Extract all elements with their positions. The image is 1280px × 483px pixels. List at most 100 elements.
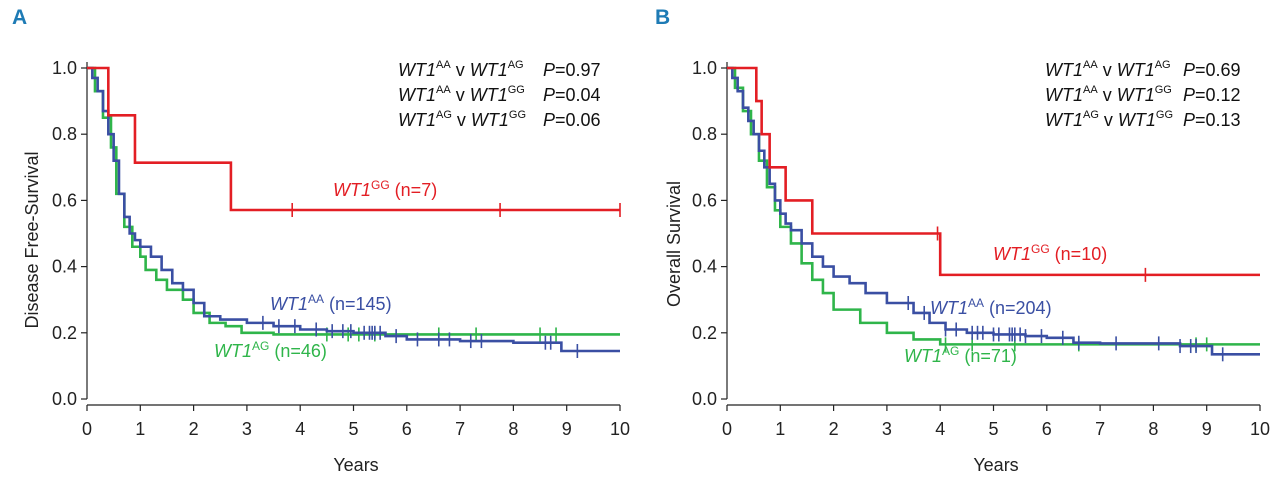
stat-part: WT1 — [398, 85, 436, 105]
stat-part: GG — [1156, 109, 1173, 121]
stat-pvalue: P=0.06 — [543, 110, 601, 130]
series-aa-line — [727, 66, 1260, 356]
stat-part: v — [1099, 110, 1118, 130]
stat-pvalue: P=0.13 — [1183, 110, 1241, 130]
curve-label-name: WT1 — [930, 298, 968, 318]
stat-p-value: =0.06 — [555, 110, 601, 130]
panel-a-axes: 0 1 2 3 4 5 6 7 8 9 10 0.0 0.2 0.4 0.6 0.8 1.0 — [52, 58, 630, 439]
stat-part: WT1 — [1045, 60, 1083, 80]
y-tick-label: 0.6 — [52, 190, 77, 210]
curve-label-name: WT1 — [270, 294, 308, 314]
curve-label-sup: AG — [942, 344, 959, 358]
stat-part: v — [451, 60, 470, 80]
curve-label-name: WT1 — [904, 346, 942, 366]
stat-part: WT1 — [470, 85, 508, 105]
series-ag-line — [727, 66, 1260, 346]
stat-part: WT1 — [398, 60, 436, 80]
stat-part: AA — [436, 59, 451, 71]
x-tick-label: 3 — [242, 419, 252, 439]
curve-label-sup: AA — [968, 296, 984, 310]
stat-p-letter: P — [543, 110, 555, 130]
curve-label-name: WT1 — [993, 244, 1031, 264]
x-tick-label: 8 — [1148, 419, 1158, 439]
stat-part: v — [1098, 60, 1117, 80]
stat-part: v — [452, 110, 471, 130]
x-tick-label: 10 — [610, 419, 630, 439]
stat-part: WT1 — [1045, 110, 1083, 130]
stat-part: AG — [1083, 109, 1099, 121]
stat-part: AG — [1155, 59, 1171, 71]
panel-a-curve-labels: WT1GG (n=7)WT1AA (n=145)WT1AG (n=46) — [214, 178, 437, 361]
panel-b-xlabel: Years — [973, 455, 1018, 475]
series-gg-line — [87, 66, 620, 212]
x-tick-label: 9 — [1202, 419, 1212, 439]
curve-label-n: (n=7) — [390, 180, 438, 200]
y-tick-label: 0.2 — [692, 323, 717, 343]
x-tick-label: 2 — [189, 419, 199, 439]
stat-part: WT1 — [470, 60, 508, 80]
curve-label-n: (n=71) — [959, 346, 1017, 366]
x-tick-label: 3 — [882, 419, 892, 439]
stat-part: GG — [508, 84, 525, 96]
x-tick-label: 4 — [935, 419, 945, 439]
stat-pvalue: P=0.12 — [1183, 85, 1241, 105]
stat-p-letter: P — [1183, 85, 1195, 105]
y-tick-label: 0.6 — [692, 190, 717, 210]
stat-part: WT1 — [471, 110, 509, 130]
panel-a-letter: A — [12, 6, 27, 29]
x-tick-label: 8 — [508, 419, 518, 439]
x-tick-label: 6 — [1042, 419, 1052, 439]
panel-a-xlabel: Years — [333, 455, 378, 475]
stat-part: WT1 — [1117, 60, 1155, 80]
x-tick-label: 6 — [402, 419, 412, 439]
stat-part: AA — [1083, 59, 1098, 71]
stat-p-value: =0.12 — [1195, 85, 1241, 105]
panel-a: A 0 1 2 3 4 5 6 7 8 9 10 0.0 0.2 0.4 0.6 0.8 1.0 Years D… — [12, 6, 630, 475]
stat-p-letter: P — [543, 85, 555, 105]
panel-a-series — [87, 66, 621, 359]
panel-b-series — [727, 66, 1260, 362]
stat-p-value: =0.97 — [555, 60, 601, 80]
curve-label-ag: WT1AG (n=71) — [904, 344, 1017, 366]
curve-label-gg: WT1GG (n=10) — [993, 242, 1107, 264]
curve-label-n: (n=46) — [269, 341, 327, 361]
stat-part: AA — [1083, 84, 1098, 96]
curve-label-n: (n=204) — [984, 298, 1052, 318]
curve-label-sup: GG — [1031, 242, 1050, 256]
y-tick-label: 0.8 — [52, 124, 77, 144]
panel-b-letter: B — [655, 6, 670, 29]
curve-label-n: (n=10) — [1050, 244, 1108, 264]
stat-part: AG — [508, 59, 524, 71]
stat-p-letter: P — [1183, 60, 1195, 80]
y-tick-label: 0.2 — [52, 323, 77, 343]
y-tick-label: 0.8 — [692, 124, 717, 144]
curve-label-name: WT1 — [214, 341, 252, 361]
stat-p-value: =0.13 — [1195, 110, 1241, 130]
x-tick-label: 1 — [135, 419, 145, 439]
panel-b-ylabel: Overall Survival — [664, 181, 684, 307]
stat-comparison: WT1AA v WT1AG — [398, 59, 524, 80]
stat-part: WT1 — [398, 110, 436, 130]
stat-pvalue: P=0.69 — [1183, 60, 1241, 80]
panel-b: B 0 1 2 3 4 5 6 7 8 9 10 0.0 0.2 0.4 0.6 0.8 1.0 Years O… — [655, 6, 1270, 475]
stat-part: WT1 — [1117, 85, 1155, 105]
x-tick-label: 1 — [775, 419, 785, 439]
stat-pvalue: P=0.97 — [543, 60, 601, 80]
curve-label-gg: WT1GG (n=7) — [333, 178, 437, 200]
x-tick-label: 10 — [1250, 419, 1270, 439]
curve-label-aa: WT1AA (n=145) — [270, 292, 392, 314]
panel-b-axes: 0 1 2 3 4 5 6 7 8 9 10 0.0 0.2 0.4 0.6 0.8 1.0 — [692, 58, 1270, 439]
series-ag-line — [87, 66, 620, 336]
curve-label-sup: GG — [371, 178, 390, 192]
stat-part: WT1 — [1045, 85, 1083, 105]
y-tick-label: 0.4 — [692, 257, 717, 277]
curve-label-sup: AA — [308, 292, 324, 306]
y-tick-label: 1.0 — [692, 58, 717, 78]
stat-comparison: WT1AA v WT1AG — [1045, 59, 1171, 80]
x-tick-label: 0 — [722, 419, 732, 439]
curve-label-ag: WT1AG (n=46) — [214, 339, 327, 361]
series-gg-line — [727, 66, 1260, 277]
